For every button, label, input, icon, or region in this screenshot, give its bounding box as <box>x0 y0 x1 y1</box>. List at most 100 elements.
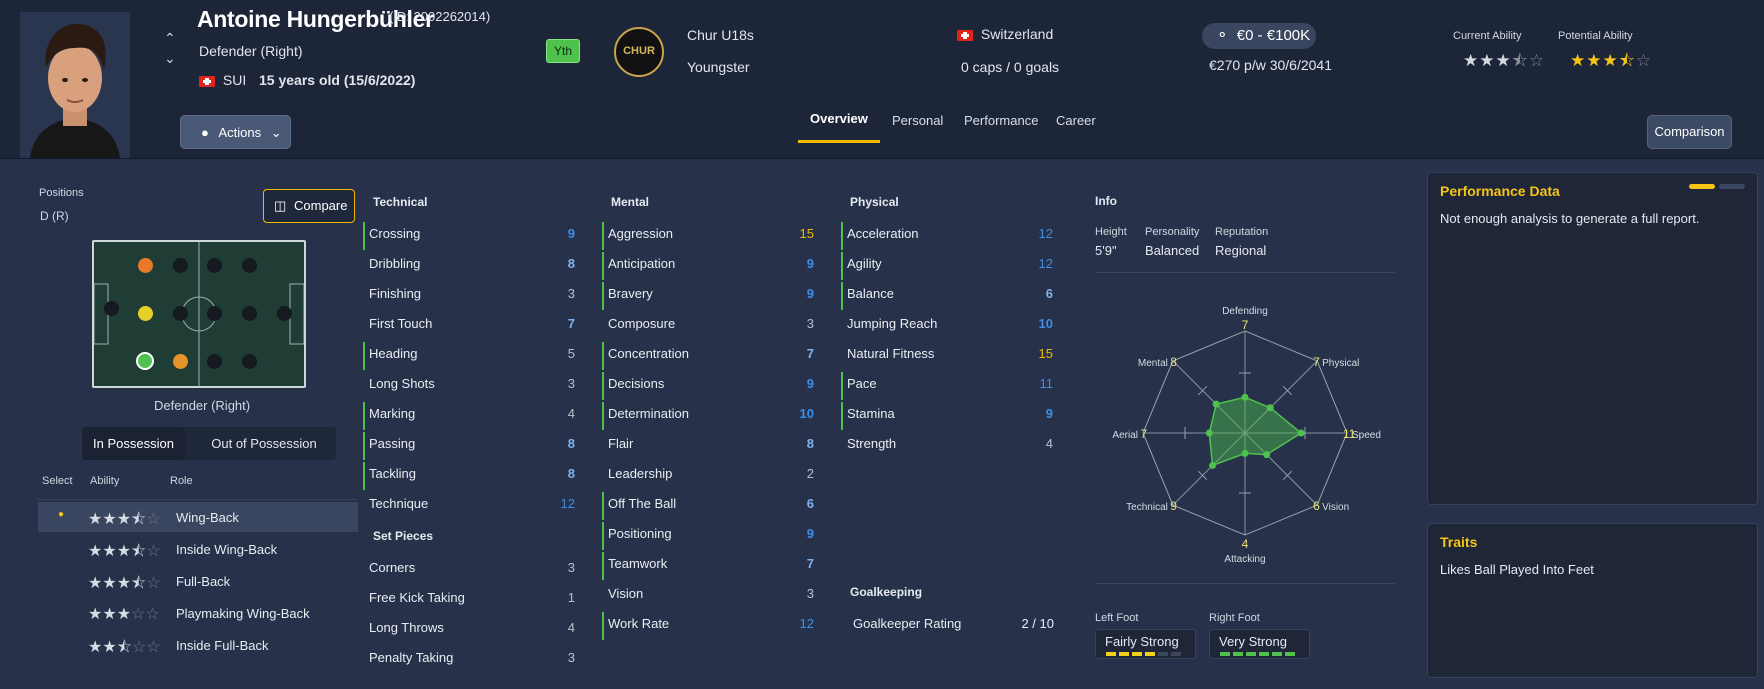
key-attribute-marker <box>363 222 365 250</box>
role-stars: ★★⯪☆☆ <box>88 639 161 656</box>
traits-title: Traits <box>1440 534 1478 550</box>
role-row[interactable]: ★★★⯪☆ Inside Wing-Back <box>38 534 358 564</box>
position-dot <box>104 301 119 316</box>
radar-point <box>1263 451 1271 459</box>
radar-axis-value: 7 <box>1242 318 1249 332</box>
swiss-flag-icon <box>957 29 973 41</box>
right-foot-label: Right Foot <box>1209 612 1260 624</box>
tab-personal[interactable]: Personal <box>892 113 944 128</box>
page-indicator[interactable] <box>1719 184 1745 189</box>
attribute-name: Work Rate <box>608 616 670 631</box>
position-dot <box>207 354 222 369</box>
role-row[interactable]: ★★⯪☆☆ Inside Full-Back <box>38 630 358 660</box>
attribute-name: Bravery <box>608 286 653 301</box>
attribute-row: Long Throws 4 <box>365 620 575 644</box>
ability-header: Ability <box>90 475 120 487</box>
radar-axis <box>1244 432 1318 506</box>
physical-title: Physical <box>850 195 899 209</box>
radar-axis-value: 7 <box>1313 355 1320 369</box>
tab-overview[interactable]: Overview <box>810 111 868 126</box>
comparison-button[interactable]: Comparison <box>1647 115 1732 149</box>
attribute-name: Aggression <box>608 226 674 241</box>
attribute-value: 3 <box>567 650 575 665</box>
attribute-row: Balance 6 <box>841 282 1053 310</box>
role-stars: ★★★⯪☆ <box>88 575 161 592</box>
attribute-value: 11 <box>1039 376 1054 391</box>
attribute-value: 9 <box>1045 406 1053 421</box>
club-badge-icon[interactable]: CHUR <box>614 27 664 77</box>
attribute-value: 9 <box>806 256 814 271</box>
attribute-value: 8 <box>806 436 814 451</box>
in-possession-tab[interactable]: In Possession <box>82 427 185 460</box>
value-badge: ⚬ €0 - €100K <box>1202 23 1316 49</box>
attribute-row: Passing 8 <box>363 432 575 460</box>
attribute-name: Agility <box>847 256 882 271</box>
radar-average-mark <box>1197 470 1208 481</box>
nationality[interactable]: Switzerland <box>957 26 1053 42</box>
right-foot-bar <box>1220 652 1304 656</box>
attribute-name: Anticipation <box>608 256 676 271</box>
attribute-row: Corners 3 <box>365 560 575 584</box>
tab-career[interactable]: Career <box>1056 113 1096 128</box>
attribute-row: Heading 5 <box>363 342 575 370</box>
attribute-row: Free Kick Taking 1 <box>365 590 575 614</box>
left-foot-box: Fairly Strong <box>1095 629 1196 659</box>
radar-point <box>1205 429 1213 437</box>
position-dot <box>173 306 188 321</box>
attribute-value: 7 <box>806 346 814 361</box>
attribute-name: Corners <box>369 560 416 575</box>
attribute-name: Decisions <box>608 376 665 391</box>
attribute-value: 3 <box>806 316 814 331</box>
performance-text: Not enough analysis to generate a full r… <box>1440 211 1700 226</box>
key-attribute-marker <box>363 432 365 460</box>
key-attribute-marker <box>602 552 604 580</box>
attribute-value: 8 <box>567 436 575 451</box>
divider <box>1095 272 1395 273</box>
attribute-name: Jumping Reach <box>847 316 938 331</box>
role-row[interactable]: ● ★★★⯪☆ Wing-Back <box>38 502 358 532</box>
chevron-down-icon[interactable]: ⌄ <box>164 50 176 66</box>
role-stars: ★★★⯪☆ <box>88 511 161 528</box>
performance-panel: Performance Data Not enough analysis to … <box>1427 172 1758 505</box>
key-attribute-marker <box>602 492 604 520</box>
player-header: ⌃ ⌄ Antoine Hungerbühler (ID: 2002262014… <box>0 0 1764 159</box>
club-name[interactable]: Chur U18s <box>687 27 754 43</box>
radar-axis-label: Attacking <box>1224 554 1265 565</box>
key-attribute-marker <box>841 402 843 430</box>
attribute-name: Teamwork <box>608 556 668 571</box>
role-row[interactable]: ★★★☆☆ Playmaking Wing-Back <box>38 598 358 628</box>
role-name: Wing-Back <box>176 510 239 525</box>
chevron-up-icon[interactable]: ⌃ <box>164 30 176 46</box>
attribute-name: Balance <box>847 286 894 301</box>
divider <box>1095 583 1395 584</box>
actions-button[interactable]: ● Actions ⌄ <box>180 115 291 149</box>
attribute-name: Determination <box>608 406 689 421</box>
attribute-name: Marking <box>369 406 416 421</box>
radar-axis <box>1172 432 1246 506</box>
radar-axis-label: Speed <box>1352 430 1381 441</box>
key-attribute-marker <box>841 252 843 280</box>
role-row[interactable]: ★★★⯪☆ Full-Back <box>38 566 358 596</box>
radar-data-area <box>1208 396 1303 467</box>
actions-label: Actions <box>218 125 262 140</box>
position-pitch <box>92 240 306 388</box>
player-name: Antoine Hungerbühler <box>197 6 434 32</box>
current-ability-label: Current Ability <box>1453 30 1522 42</box>
player-age: 15 years old (15/6/2022) <box>259 72 416 88</box>
attribute-row: Vision 3 <box>604 586 814 610</box>
attribute-row: Dribbling 8 <box>365 256 575 280</box>
attribute-radar: Defending 7 Physical 7 Speed 11 Vision 6 Attacki… <box>1100 290 1400 570</box>
tab-performance[interactable]: Performance <box>964 113 1039 128</box>
attribute-value: 9 <box>806 526 814 541</box>
out-of-possession-tab[interactable]: Out of Possession <box>211 436 317 451</box>
attribute-value: 6 <box>806 496 814 511</box>
position-dot <box>242 306 257 321</box>
radar-axis-value: 11 <box>1343 427 1356 441</box>
attribute-name: Technique <box>369 496 429 511</box>
page-indicator-active[interactable] <box>1689 184 1715 189</box>
radar-axis-label: Mental <box>1138 358 1168 369</box>
attribute-row: Aggression 15 <box>602 222 814 250</box>
attribute-name: Dribbling <box>369 256 421 271</box>
compare-button[interactable]: ◫ Compare <box>263 189 355 223</box>
positions-value: D (R) <box>40 209 69 223</box>
